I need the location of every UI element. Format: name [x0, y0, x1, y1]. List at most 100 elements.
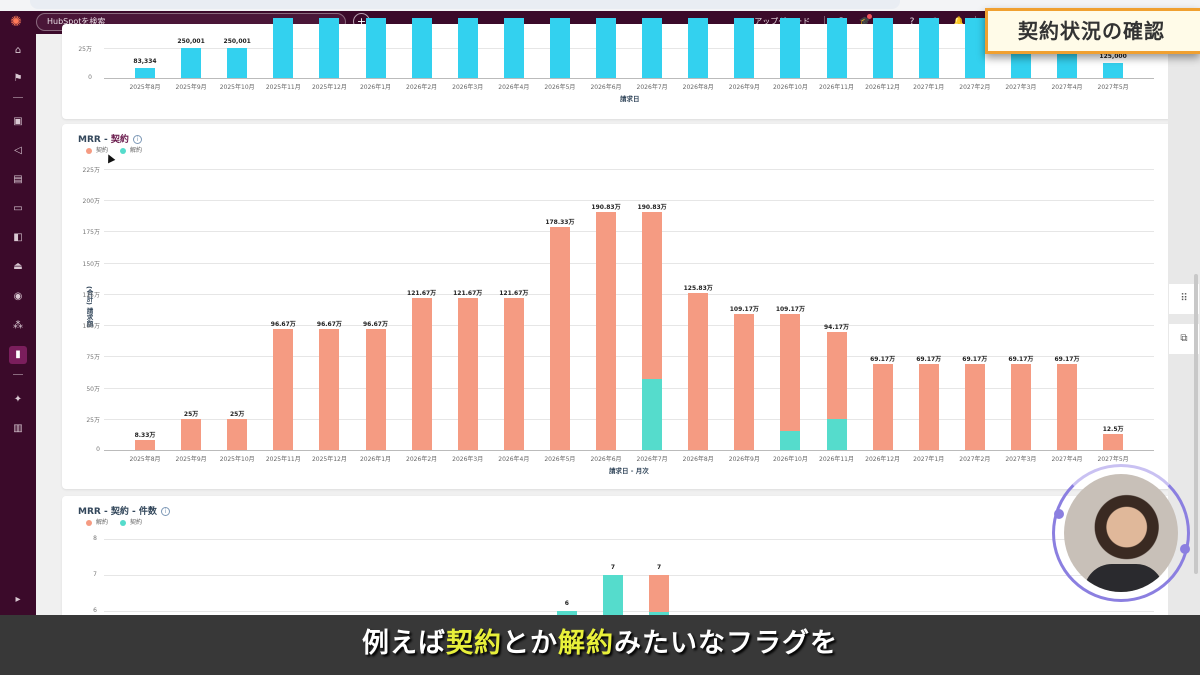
- legend-item-contract[interactable]: 契約: [120, 517, 142, 526]
- x-tick: 2025年8月: [129, 84, 161, 91]
- legend-dot: [86, 519, 92, 526]
- y-tick: 175万: [82, 229, 100, 237]
- y-tick: 75万: [86, 354, 100, 362]
- x-tick: 2027年4月: [1051, 84, 1083, 91]
- y-tick: 25万: [86, 416, 100, 424]
- bar-contract: [135, 439, 155, 450]
- service-icon[interactable]: ◧: [13, 232, 23, 243]
- x-tick: 2026年12月: [865, 84, 901, 91]
- bar-contract: [1010, 363, 1031, 450]
- subtitle-part: みたいなフラグを: [614, 628, 838, 659]
- bar-contract: [734, 313, 755, 450]
- gridline: [104, 200, 1154, 202]
- integrations-icon[interactable]: ⁂: [13, 320, 23, 331]
- subtitle-highlight: 解約: [558, 628, 614, 659]
- x-tick: 2026年10月: [772, 84, 808, 91]
- y-tick: 6: [93, 607, 97, 614]
- legend-item-contract[interactable]: 契約: [86, 145, 108, 154]
- bar-total-label: 121.67万: [499, 290, 529, 298]
- bar-contract: [780, 313, 801, 432]
- x-tick: 2026年9月: [728, 84, 760, 91]
- content-icon[interactable]: ▤: [13, 174, 23, 185]
- bar-value-label: 250,001: [177, 38, 205, 46]
- help-icon[interactable]: ?: [909, 17, 915, 27]
- overlay-title-banner: 契約状況の確認: [985, 8, 1200, 54]
- avatar-ring: [1052, 464, 1190, 602]
- gridline: [104, 78, 1154, 79]
- subtitle-highlight: 契約: [446, 628, 502, 659]
- bar-total-label: 69.17万: [962, 355, 988, 363]
- sidebar: ⌂ ⚑ ▣ ◁ ▤ ▭ ◧ ⏏ ◉ ⁂ ▮ ✦ ▥ ▸: [0, 34, 36, 615]
- info-icon[interactable]: i: [132, 135, 142, 144]
- expand-sidebar-icon[interactable]: ▸: [15, 594, 21, 605]
- bar-total-label: 121.67万: [453, 290, 483, 298]
- bar-cancel: [642, 378, 663, 450]
- chart-legend: 契約 解約: [86, 145, 142, 154]
- academy-icon[interactable]: 🎓: [858, 14, 872, 29]
- bar-contract: [365, 329, 386, 450]
- workspaces-icon[interactable]: ▥: [13, 423, 23, 434]
- bar-total-label: 69.17万: [870, 355, 896, 363]
- bar-contract: [549, 227, 570, 450]
- gridline: [104, 575, 1154, 576]
- bar-contract: [964, 363, 985, 450]
- x-tick: 2026年5月: [544, 456, 576, 463]
- title-text: MRR - 契約 - 件数: [78, 507, 157, 517]
- gridline: [104, 325, 1154, 327]
- x-tick: 2026年10月: [772, 456, 808, 463]
- automation-icon[interactable]: ⏏: [13, 261, 23, 272]
- legend-item-cancel[interactable]: 解約: [120, 145, 142, 154]
- browser-url-bar[interactable]: [30, 0, 900, 9]
- gridline: [104, 262, 1154, 264]
- bar-contract: [503, 298, 524, 450]
- card-title: MRR - 契約 - 件数 i: [78, 504, 170, 517]
- x-tick: 2025年9月: [175, 456, 207, 463]
- gridline: [104, 418, 1154, 420]
- bookmark-icon[interactable]: ⚑: [13, 73, 23, 84]
- x-tick: 2026年6月: [590, 84, 622, 91]
- legend-dot: [120, 147, 127, 154]
- info-icon[interactable]: i: [160, 507, 170, 516]
- bar-contract: [273, 329, 294, 450]
- bar: [918, 18, 939, 78]
- y-tick: 25万: [78, 46, 92, 54]
- bar: [273, 18, 294, 78]
- bar-contract: [457, 298, 478, 450]
- bar-total-label: 178.33万: [545, 219, 575, 227]
- bar: [227, 48, 248, 78]
- bar-total-label: 190.83万: [591, 203, 621, 211]
- marketing-icon[interactable]: ◁: [14, 145, 22, 156]
- bar-total-label: 25万: [183, 410, 199, 418]
- bar-total-label: 69.17万: [1008, 355, 1034, 363]
- x-axis-title: 請求日: [620, 95, 640, 103]
- subtitle-bar: 例えば契約とか解約みたいなフラグを: [0, 615, 1200, 675]
- bar-value-label: 83,334: [133, 58, 157, 66]
- presenter-avatar: [1052, 464, 1190, 602]
- x-tick: 2026年6月: [590, 456, 622, 463]
- bar-contract: [319, 329, 340, 450]
- chart-top: 0 25万 83,334 2025年8月 250,001 2025年9月 250,001 20…: [62, 18, 1172, 119]
- x-tick: 2026年7月: [636, 456, 668, 463]
- notifications-icon[interactable]: 🔔: [953, 17, 965, 27]
- x-tick: 2026年8月: [682, 456, 714, 463]
- commerce-icon[interactable]: ▭: [13, 203, 23, 214]
- x-tick: 2026年3月: [452, 84, 484, 91]
- bar-total-label: 8.33万: [134, 431, 156, 439]
- data-icon[interactable]: ◉: [13, 291, 23, 302]
- bar: [411, 18, 432, 78]
- home-icon[interactable]: ⌂: [14, 45, 22, 56]
- subtitle-text: 例えば契約とか解約みたいなフラグを: [0, 615, 1200, 675]
- x-tick: 2026年9月: [728, 456, 760, 463]
- y-tick: 200万: [82, 198, 100, 206]
- breeze-icon[interactable]: ✦: [13, 394, 23, 405]
- gridline: [104, 387, 1154, 389]
- scrollbar[interactable]: [1194, 274, 1198, 574]
- hubspot-logo-icon[interactable]: ✺: [10, 14, 22, 30]
- legend-item-cancel[interactable]: 解約: [86, 517, 108, 526]
- x-tick: 2026年3月: [452, 456, 484, 463]
- gridline: [104, 450, 1154, 451]
- bar-cancel: [826, 418, 847, 450]
- reports-icon[interactable]: ▮: [9, 346, 27, 364]
- bar-total-label: 7: [657, 564, 662, 571]
- contacts-icon[interactable]: ▣: [13, 116, 23, 127]
